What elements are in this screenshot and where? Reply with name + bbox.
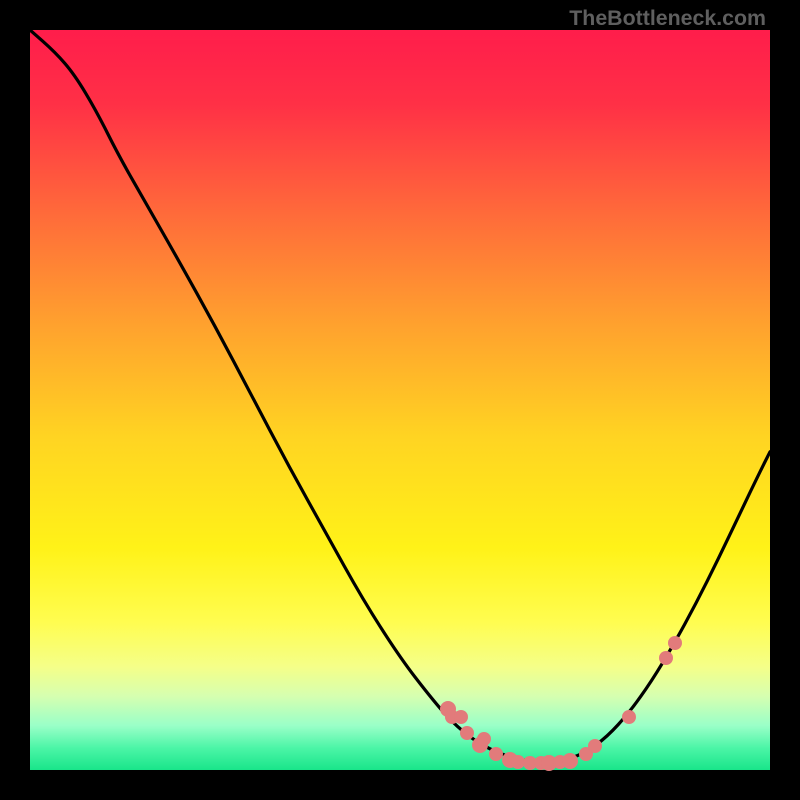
data-marker xyxy=(668,636,682,650)
watermark-text: TheBottleneck.com xyxy=(569,6,766,31)
plot-area xyxy=(30,30,770,770)
canvas: TheBottleneck.com xyxy=(0,0,800,800)
data-marker xyxy=(454,710,468,724)
data-marker xyxy=(622,710,636,724)
data-marker xyxy=(562,753,578,769)
data-marker xyxy=(477,732,491,746)
data-marker xyxy=(588,739,602,753)
data-marker xyxy=(659,651,673,665)
markers-layer xyxy=(30,30,770,770)
data-marker xyxy=(460,726,474,740)
